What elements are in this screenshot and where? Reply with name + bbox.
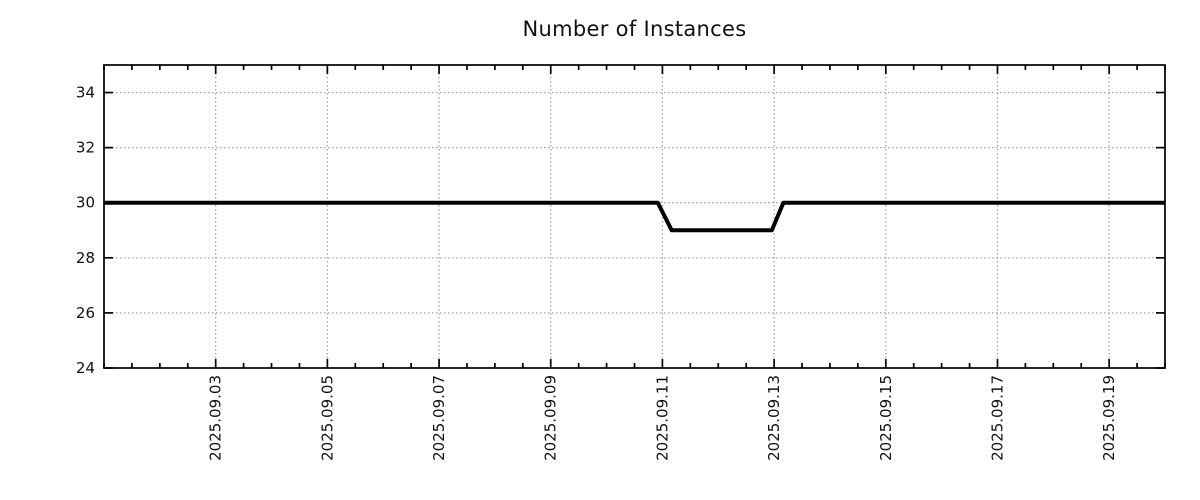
x-tick-label: 2025.09.19 <box>1100 375 1118 461</box>
series-line-instances <box>104 200 1165 233</box>
x-tick-label: 2025.09.03 <box>207 375 225 461</box>
x-tick-label: 2025.09.05 <box>318 375 336 461</box>
x-tick-label: 2025.09.17 <box>988 375 1006 461</box>
y-tick-label: 24 <box>76 359 95 377</box>
y-tick-label: 26 <box>76 304 95 322</box>
y-tick-label: 28 <box>76 249 95 267</box>
x-tick-label: 2025.09.11 <box>653 375 671 461</box>
y-tick-label: 34 <box>76 84 95 102</box>
y-tick-label: 32 <box>76 139 95 157</box>
x-tick-label: 2025.09.09 <box>542 375 560 461</box>
x-tick-label: 2025.09.13 <box>765 375 783 461</box>
x-tick-label: 2025.09.15 <box>877 375 895 461</box>
x-tick-label: 2025.09.07 <box>430 375 448 461</box>
y-tick-label: 30 <box>76 194 95 212</box>
plot-border <box>103 64 1166 369</box>
chart-title: Number of Instances <box>522 17 747 41</box>
